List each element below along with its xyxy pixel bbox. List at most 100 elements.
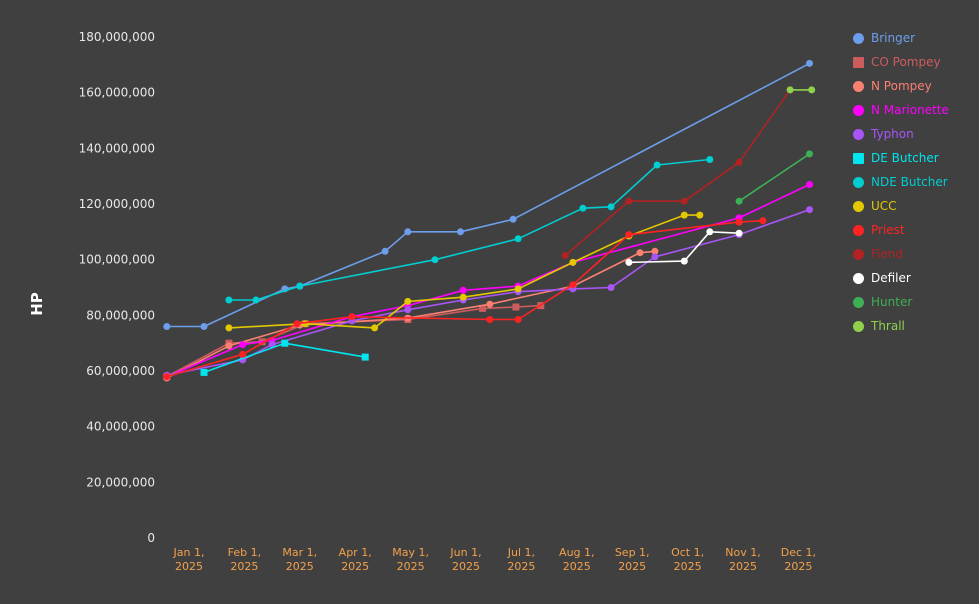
data-point-ucc bbox=[680, 211, 688, 219]
x-tick-label: Aug 1, bbox=[559, 546, 594, 559]
data-point-fiend bbox=[735, 158, 743, 166]
legend-label-bringer: Bringer bbox=[871, 31, 916, 45]
x-tick-sublabel: 2025 bbox=[784, 560, 812, 573]
x-tick-label: Jan 1, bbox=[173, 546, 205, 559]
series-line-hunter bbox=[738, 153, 811, 202]
legend-marker-nde-butcher bbox=[853, 176, 864, 188]
legend-item-co-pompey[interactable]: CO Pompey bbox=[853, 50, 949, 74]
legend-item-typhon[interactable]: Typhon bbox=[853, 122, 949, 146]
data-point-defiler bbox=[625, 258, 633, 266]
data-point-n-pompey bbox=[651, 247, 659, 255]
legend-label-n-pompey: N Pompey bbox=[871, 79, 932, 93]
data-point-nde-butcher bbox=[431, 256, 439, 264]
legend-label-typhon: Typhon bbox=[871, 127, 914, 141]
x-tick-label: Jun 1, bbox=[449, 546, 481, 559]
data-point-thrall bbox=[786, 86, 794, 94]
data-point-bringer bbox=[200, 323, 208, 330]
legend-label-nde-butcher: NDE Butcher bbox=[871, 175, 948, 189]
legend-label-de-butcher: DE Butcher bbox=[871, 151, 939, 165]
legend-item-fiend[interactable]: Fiend bbox=[853, 242, 949, 266]
data-point-defiler bbox=[706, 228, 714, 236]
data-point-priest bbox=[163, 373, 171, 381]
legend-label-co-pompey: CO Pompey bbox=[871, 55, 941, 69]
data-point-thrall bbox=[808, 86, 816, 94]
data-point-de-butcher bbox=[361, 353, 369, 361]
data-point-nde-butcher bbox=[296, 282, 304, 290]
x-tick-sublabel: 2025 bbox=[729, 560, 757, 573]
data-point-n-pompey bbox=[636, 249, 644, 257]
y-tick-label: 100,000,000 bbox=[79, 253, 155, 267]
legend-item-de-butcher[interactable]: DE Butcher bbox=[853, 146, 949, 170]
x-tick-sublabel: 2025 bbox=[286, 560, 314, 573]
data-point-ucc bbox=[404, 297, 412, 305]
y-tick-label: 80,000,000 bbox=[86, 308, 155, 322]
data-point-hunter bbox=[806, 150, 813, 158]
y-tick-label: 60,000,000 bbox=[86, 364, 155, 378]
legend-marker-defiler bbox=[853, 272, 864, 284]
legend-marker-de-butcher bbox=[853, 152, 864, 164]
legend-item-bringer[interactable]: Bringer bbox=[853, 26, 949, 50]
data-point-nde-butcher bbox=[607, 203, 615, 211]
data-point-ucc bbox=[514, 285, 522, 293]
data-point-bringer bbox=[806, 59, 813, 67]
data-point-n-pompey bbox=[225, 342, 233, 350]
data-point-priest bbox=[625, 231, 633, 239]
legend-label-hunter: Hunter bbox=[871, 295, 913, 309]
legend-item-nde-butcher[interactable]: NDE Butcher bbox=[853, 170, 949, 194]
legend-marker-thrall bbox=[853, 320, 864, 332]
data-point-n-marionette bbox=[459, 286, 467, 294]
legend-item-hunter[interactable]: Hunter bbox=[853, 290, 949, 314]
data-point-priest bbox=[348, 313, 356, 321]
x-tick-label: Nov 1, bbox=[725, 546, 760, 559]
data-point-de-butcher bbox=[200, 368, 208, 376]
legend-marker-n-pompey bbox=[853, 80, 864, 92]
data-point-n-marionette bbox=[239, 341, 247, 349]
x-tick-label: Apr 1, bbox=[339, 546, 372, 559]
legend-item-n-pompey[interactable]: N Pompey bbox=[853, 74, 949, 98]
x-tick-label: Dec 1, bbox=[781, 546, 816, 559]
legend-item-ucc[interactable]: UCC bbox=[853, 194, 949, 218]
x-tick-sublabel: 2025 bbox=[341, 560, 369, 573]
data-point-bringer bbox=[381, 247, 389, 255]
data-point-priest bbox=[293, 320, 301, 328]
data-point-ucc bbox=[696, 211, 704, 219]
legend-item-defiler[interactable]: Defiler bbox=[853, 266, 949, 290]
x-tick-label: May 1, bbox=[392, 546, 429, 559]
legend-marker-hunter bbox=[853, 296, 864, 308]
series-line-priest bbox=[166, 219, 764, 378]
x-tick-label: Sep 1, bbox=[615, 546, 650, 559]
y-tick-label: 180,000,000 bbox=[79, 30, 155, 44]
data-point-priest bbox=[735, 218, 743, 226]
legend-marker-priest bbox=[853, 224, 864, 236]
legend-label-priest: Priest bbox=[871, 223, 905, 237]
data-point-bringer bbox=[404, 228, 412, 236]
y-tick-label: 160,000,000 bbox=[79, 86, 155, 100]
data-point-n-pompey bbox=[486, 300, 494, 308]
x-tick-sublabel: 2025 bbox=[230, 560, 258, 573]
legend-item-n-marionette[interactable]: N Marionette bbox=[853, 98, 949, 122]
legend-marker-co-pompey bbox=[853, 56, 864, 68]
legend-item-thrall[interactable]: Thrall bbox=[853, 314, 949, 338]
y-tick-label: 20,000,000 bbox=[86, 475, 155, 489]
legend: Bringer CO Pompey N Pompey N Marionette Typh… bbox=[853, 26, 949, 338]
data-point-co-pompey bbox=[512, 303, 520, 311]
legend-label-defiler: Defiler bbox=[871, 271, 911, 285]
legend-label-fiend: Fiend bbox=[871, 247, 903, 261]
x-tick-label: Feb 1, bbox=[228, 546, 261, 559]
data-point-fiend bbox=[561, 252, 569, 259]
y-tick-label: 40,000,000 bbox=[86, 420, 155, 434]
legend-item-priest[interactable]: Priest bbox=[853, 218, 949, 242]
legend-label-thrall: Thrall bbox=[871, 319, 905, 333]
x-tick-sublabel: 2025 bbox=[507, 560, 535, 573]
data-point-priest bbox=[759, 217, 767, 225]
series-line-defiler bbox=[628, 231, 740, 264]
data-point-ucc bbox=[569, 258, 577, 266]
data-point-nde-butcher bbox=[225, 296, 233, 304]
x-tick-sublabel: 2025 bbox=[618, 560, 646, 573]
series-line-n-marionette bbox=[166, 183, 811, 378]
x-tick-sublabel: 2025 bbox=[563, 560, 591, 573]
x-tick-sublabel: 2025 bbox=[452, 560, 480, 573]
data-point-typhon bbox=[607, 284, 615, 291]
x-tick-sublabel: 2025 bbox=[175, 560, 203, 573]
